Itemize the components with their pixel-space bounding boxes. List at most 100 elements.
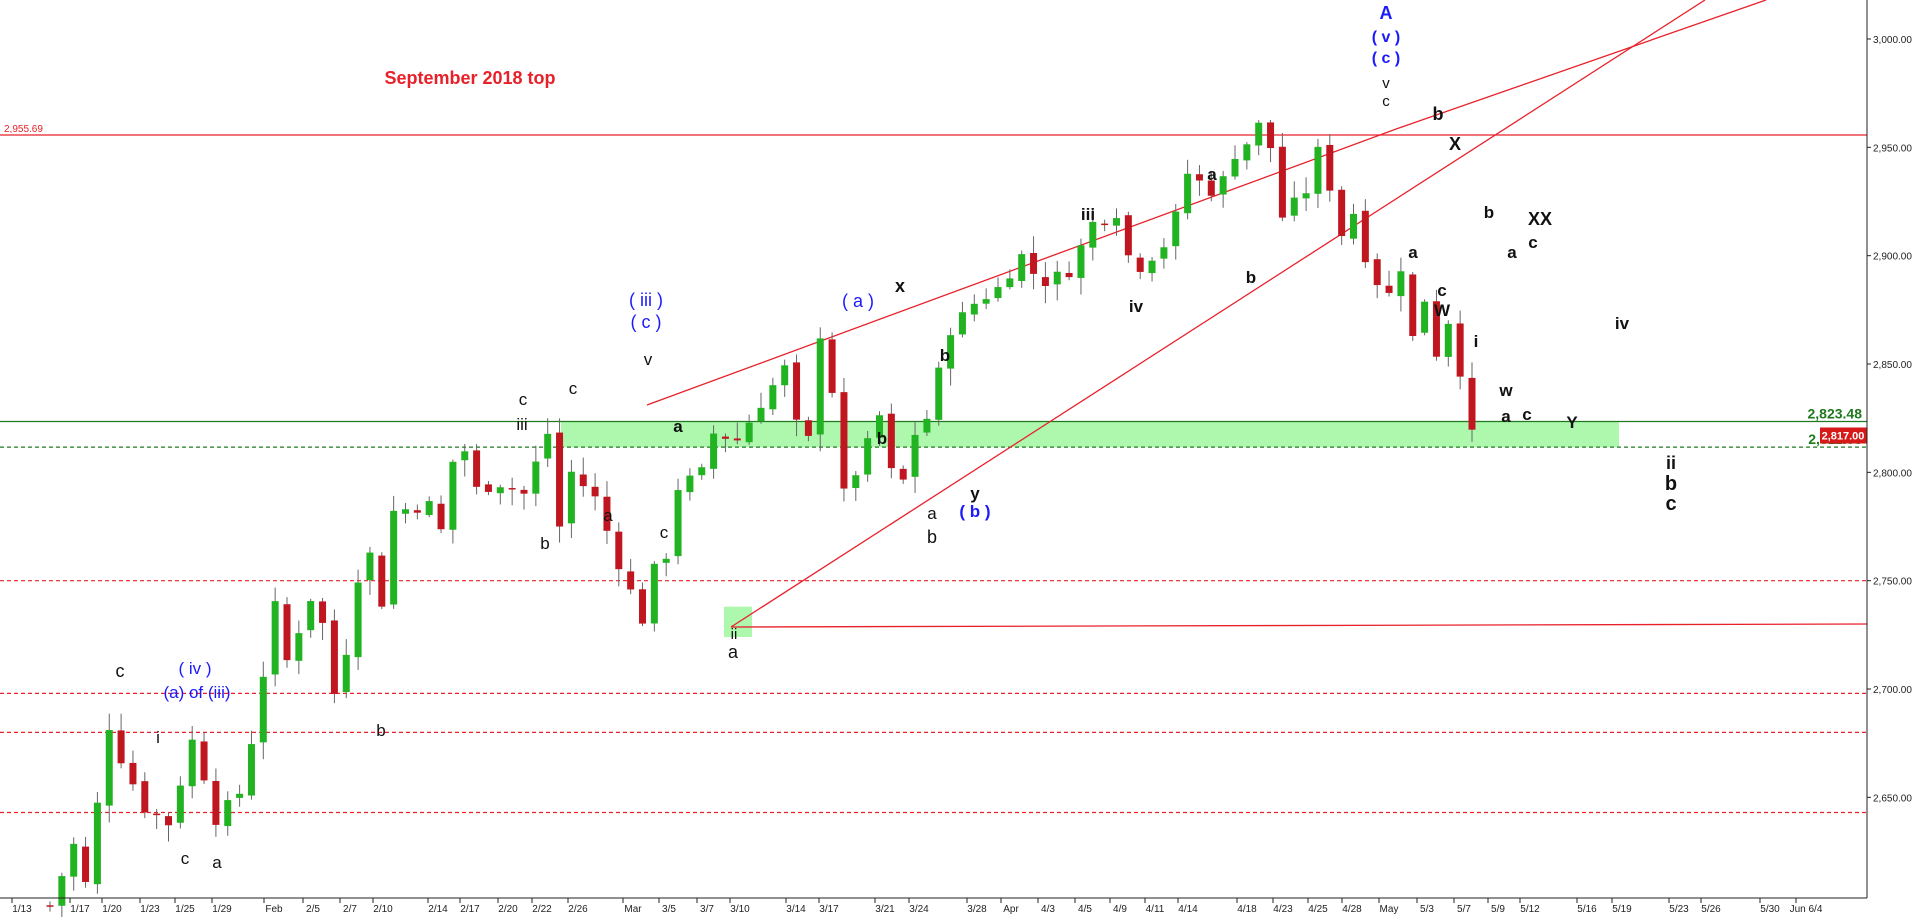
candle-body <box>259 676 267 743</box>
candle-body <box>1267 122 1275 149</box>
wave-label: c <box>181 849 190 868</box>
wave-label: c <box>660 523 669 542</box>
candle-body <box>330 620 338 694</box>
date-tick-label: 5/26 <box>1701 904 1721 915</box>
wave-label: b <box>877 429 887 448</box>
candle-body <box>1089 221 1097 248</box>
candle-body <box>82 846 90 882</box>
candle-body <box>994 287 1002 299</box>
wave-label: ii <box>731 626 738 643</box>
candle-body <box>1195 174 1203 181</box>
candle-body <box>876 415 883 438</box>
date-tick-label: 5/19 <box>1612 904 1632 915</box>
candle-body <box>852 475 860 488</box>
date-tick-label: 4/23 <box>1273 904 1293 915</box>
candle-body <box>437 503 445 530</box>
candle-body <box>496 487 504 494</box>
date-tick-label: 5/7 <box>1457 904 1471 915</box>
candle-body <box>591 486 599 497</box>
candle-body <box>579 474 587 487</box>
date-tick-label: 3/21 <box>875 904 895 915</box>
candle-body <box>366 552 374 581</box>
wave-label: c <box>519 390 528 409</box>
candle-body <box>153 813 161 816</box>
date-tick-label: 5/3 <box>1420 904 1434 915</box>
wave-label: a <box>1501 407 1511 426</box>
wave-label: c <box>1522 405 1531 424</box>
date-tick-label: 2/7 <box>343 904 357 915</box>
wave-label: b <box>376 721 385 740</box>
candle-body <box>1172 211 1180 247</box>
candle-body <box>1124 215 1132 256</box>
candle-body <box>639 589 646 624</box>
candle-body <box>165 816 172 826</box>
candle-body <box>544 433 552 459</box>
candles <box>46 120 1476 922</box>
wave-label: ( c ) <box>1372 50 1400 67</box>
date-tick-label: 3/28 <box>967 904 987 915</box>
candle-body <box>484 484 492 492</box>
candle-body <box>1278 146 1286 218</box>
date-tick-label: 4/28 <box>1342 904 1362 915</box>
candle-body <box>1053 271 1061 285</box>
candle-body <box>1444 323 1452 357</box>
wave-label: iii <box>516 415 527 434</box>
wave-label: b <box>1433 104 1444 124</box>
candle-body <box>627 571 635 590</box>
price-tick-label: 2,850.00 <box>1873 360 1912 371</box>
candle-body <box>1041 277 1049 286</box>
wave-label: September 2018 top <box>384 68 555 88</box>
wave-label: c <box>1437 281 1446 300</box>
wave-label: a <box>212 853 222 872</box>
date-tick-label: 2/10 <box>373 904 393 915</box>
candle-body <box>307 601 315 631</box>
candle-body <box>733 438 741 441</box>
candle-body <box>840 392 848 489</box>
candle-body <box>1350 213 1357 239</box>
trendline <box>730 623 1868 628</box>
candle-body <box>1385 285 1393 293</box>
date-tick-label: 4/9 <box>1113 904 1127 915</box>
price-tick-label: 2,650.00 <box>1873 793 1912 804</box>
candle-body <box>1207 180 1215 196</box>
wave-label: c <box>116 661 125 681</box>
candle-body <box>1338 189 1346 237</box>
date-tick-label: 5/23 <box>1669 904 1689 915</box>
candle-body <box>402 509 409 514</box>
wave-label: iii <box>1081 205 1095 224</box>
candle-body <box>212 780 220 825</box>
candle-body <box>1432 301 1440 357</box>
candle-body <box>828 339 836 393</box>
date-tick-label: 1/17 <box>70 904 90 915</box>
price-tick-label: 3,000.00 <box>1873 35 1912 46</box>
date-tick-label: 4/25 <box>1308 904 1328 915</box>
candle-body <box>508 488 516 490</box>
wave-label: XX <box>1528 209 1552 229</box>
wave-label: W <box>1434 301 1451 320</box>
price-tick-label: 2,750.00 <box>1873 577 1912 588</box>
candle-body <box>520 489 528 494</box>
date-tick-label: 5/30 <box>1760 904 1780 915</box>
wave-label: (a) of (iii) <box>163 683 230 702</box>
date-tick-label: 2/17 <box>460 904 480 915</box>
date-tick-label: 1/20 <box>102 904 122 915</box>
wave-label: a <box>728 642 739 662</box>
candle-body <box>413 510 421 513</box>
candle-body <box>864 438 872 475</box>
candle-body <box>567 471 575 524</box>
date-tick-label: 1/29 <box>212 904 232 915</box>
price-tick-label: 2,950.00 <box>1873 143 1912 154</box>
wave-label: a <box>603 506 613 525</box>
candle-body <box>1219 176 1227 195</box>
date-tick-label: 3/17 <box>819 904 839 915</box>
date-tick-label: Mar <box>624 904 642 915</box>
candle-body <box>615 531 623 570</box>
trendlines <box>646 0 1868 628</box>
candle-body <box>1302 193 1310 199</box>
date-tick-label: 4/5 <box>1078 904 1092 915</box>
date-tick-label: Apr <box>1003 904 1019 915</box>
price-tick-label: 2,800.00 <box>1873 468 1912 479</box>
